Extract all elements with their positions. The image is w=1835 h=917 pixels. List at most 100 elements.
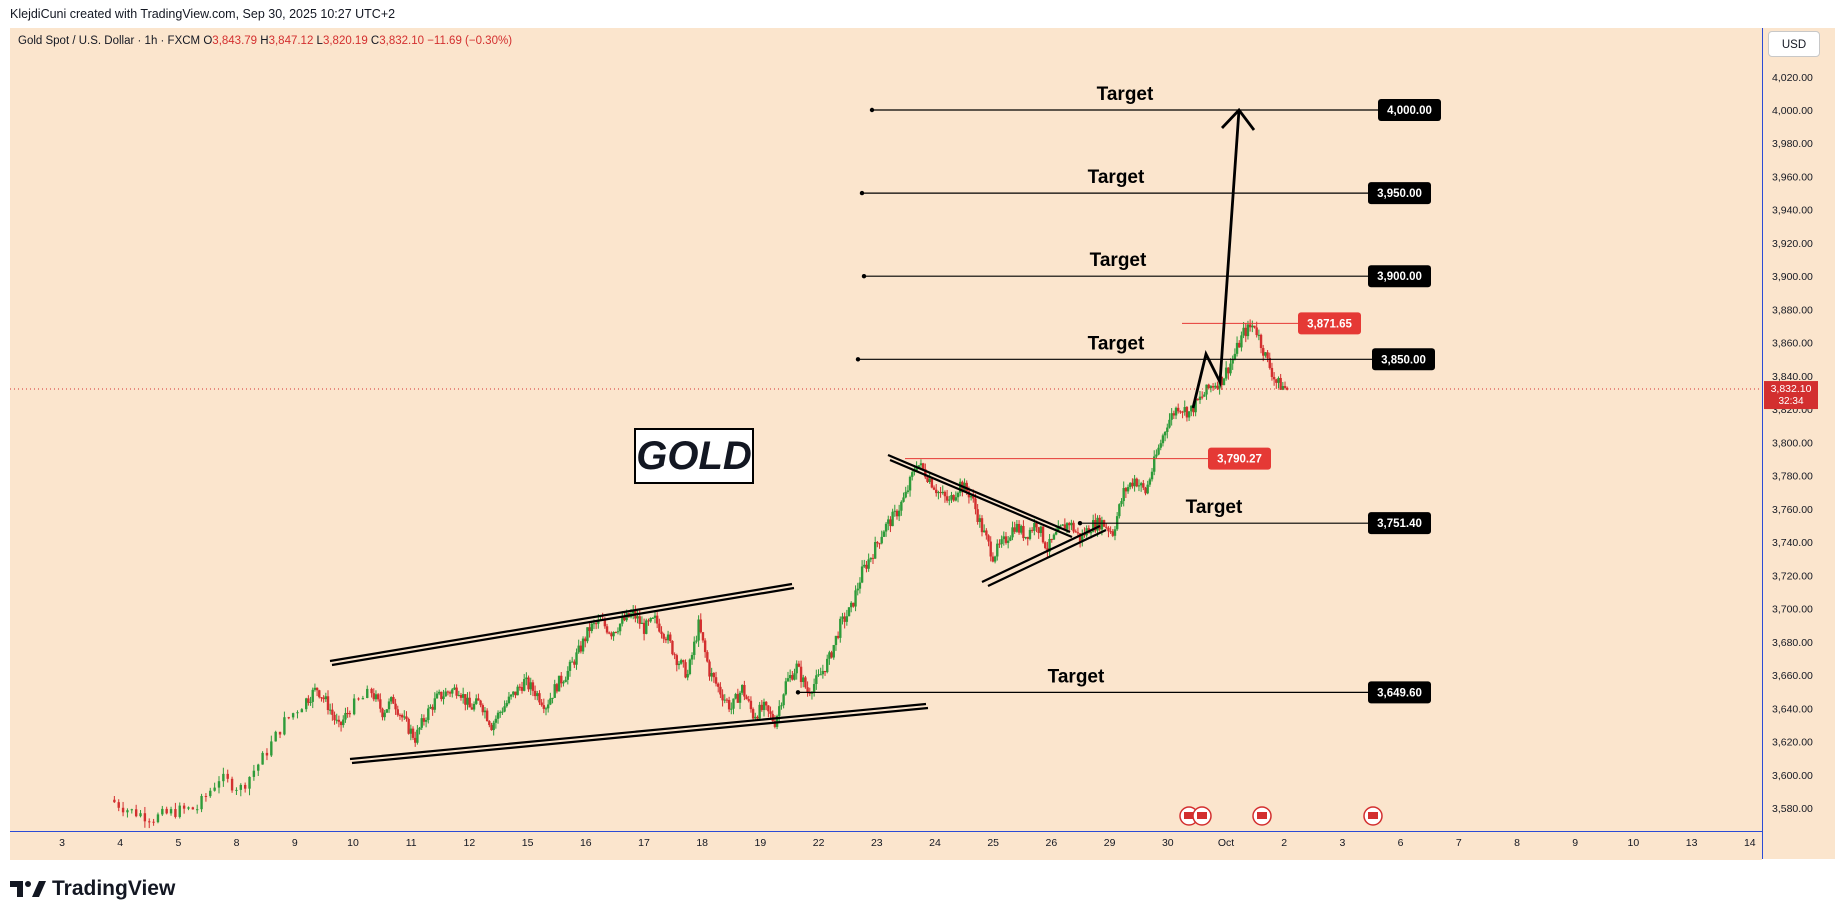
candle-body xyxy=(939,492,942,494)
candle-body xyxy=(1026,536,1029,539)
candle-body xyxy=(919,463,923,466)
candle-body xyxy=(834,635,838,646)
candle-body xyxy=(987,535,990,542)
candle-body xyxy=(688,659,692,675)
candle-body xyxy=(492,722,495,731)
candle-body xyxy=(747,699,750,701)
candle-body xyxy=(808,692,811,694)
candle-body xyxy=(313,687,317,690)
candle-body xyxy=(1020,525,1023,533)
candle-body xyxy=(1268,357,1271,368)
candle-body xyxy=(976,509,979,522)
projection-arrow xyxy=(1191,109,1241,409)
candle-body xyxy=(1177,407,1180,412)
candle-body xyxy=(1255,327,1258,336)
candle-body xyxy=(579,645,583,652)
candle-body xyxy=(1024,536,1027,539)
gold-label: GOLD xyxy=(634,428,754,484)
candle-body xyxy=(1185,407,1189,418)
candle-body xyxy=(882,531,886,537)
candle-body xyxy=(435,693,439,699)
y-tick-label: 4,020.00 xyxy=(1772,72,1813,84)
candle-body xyxy=(863,564,866,567)
candle-body xyxy=(719,686,722,695)
candle-body xyxy=(346,712,349,714)
candle-body xyxy=(806,687,809,693)
candle-body xyxy=(1168,419,1171,428)
candle-body xyxy=(980,518,984,533)
candle-body xyxy=(998,543,1001,545)
y-tick-label: 3,640.00 xyxy=(1772,703,1813,715)
candle-body xyxy=(1224,367,1228,379)
candle-body xyxy=(261,752,264,765)
candle-body xyxy=(632,609,635,614)
candle-body xyxy=(505,703,508,707)
red-price-tag xyxy=(1298,312,1361,335)
candle-body xyxy=(743,684,746,697)
chart-pane[interactable] xyxy=(10,28,1762,831)
candle-body xyxy=(1041,526,1045,543)
x-tick-label: 23 xyxy=(871,837,883,849)
candle-body xyxy=(324,696,328,700)
y-tick-label: 3,780.00 xyxy=(1772,471,1813,483)
candle-body xyxy=(594,623,598,625)
close-label: C xyxy=(370,35,380,47)
candle-body xyxy=(952,495,955,501)
candle-body xyxy=(730,708,733,710)
candle-body xyxy=(475,698,478,704)
candle-body xyxy=(712,672,716,678)
open-label: O xyxy=(203,35,213,47)
x-tick-label: 10 xyxy=(347,837,359,849)
time-axis[interactable] xyxy=(10,831,1762,860)
candle-body xyxy=(610,633,613,637)
candle-body xyxy=(758,704,761,719)
candle-body xyxy=(420,718,423,728)
candle-body xyxy=(442,696,445,700)
candle-body xyxy=(869,557,873,560)
candle-body xyxy=(832,645,835,658)
x-tick-label: 19 xyxy=(755,837,767,849)
candle-body xyxy=(738,692,742,703)
candle-body xyxy=(555,684,559,692)
x-tick-label: 26 xyxy=(1046,837,1058,849)
candle-body xyxy=(1068,523,1071,526)
open-value: 3,843.79 xyxy=(212,35,258,47)
y-tick-label: 4,000.00 xyxy=(1772,105,1813,117)
candle-body xyxy=(117,802,120,808)
candle-body xyxy=(684,662,687,678)
candle-body xyxy=(174,809,177,817)
candle-body xyxy=(1200,396,1204,398)
candle-body xyxy=(1214,385,1217,388)
candle-body xyxy=(605,626,609,633)
candle-body xyxy=(1220,376,1223,386)
candle-body xyxy=(536,693,539,697)
y-tick-label: 3,840.00 xyxy=(1772,371,1813,383)
candle-body xyxy=(1105,526,1108,528)
x-tick-label: 25 xyxy=(987,837,999,849)
candle-body xyxy=(239,784,242,790)
currency-button[interactable]: USD xyxy=(1768,31,1820,57)
tradingview-footer[interactable]: TradingView xyxy=(10,874,175,904)
candle-body xyxy=(839,618,842,638)
candle-body xyxy=(437,691,441,694)
low-value: 3,820.19 xyxy=(322,35,368,47)
candle-body xyxy=(283,717,286,735)
candle-body xyxy=(252,770,256,777)
triangle-lower-line-2 xyxy=(987,529,1107,587)
candle-body xyxy=(662,634,665,639)
candle-body xyxy=(1233,353,1237,360)
candle-body xyxy=(1216,385,1219,389)
footer-brand: TradingView xyxy=(52,877,176,900)
symbol-label: Gold Spot / U.S. Dollar · 1h · FXCM xyxy=(18,35,201,47)
candle-body xyxy=(658,623,661,632)
candle-body xyxy=(717,683,720,687)
price-axis[interactable] xyxy=(1762,28,1835,859)
candle-body xyxy=(318,690,321,698)
candle-body xyxy=(411,728,415,738)
candle-body xyxy=(357,698,360,700)
candle-body xyxy=(1142,483,1145,488)
candle-body xyxy=(937,492,940,494)
candle-body xyxy=(1037,527,1040,534)
y-tick-label: 3,880.00 xyxy=(1772,304,1813,316)
candle-body xyxy=(1181,411,1184,413)
